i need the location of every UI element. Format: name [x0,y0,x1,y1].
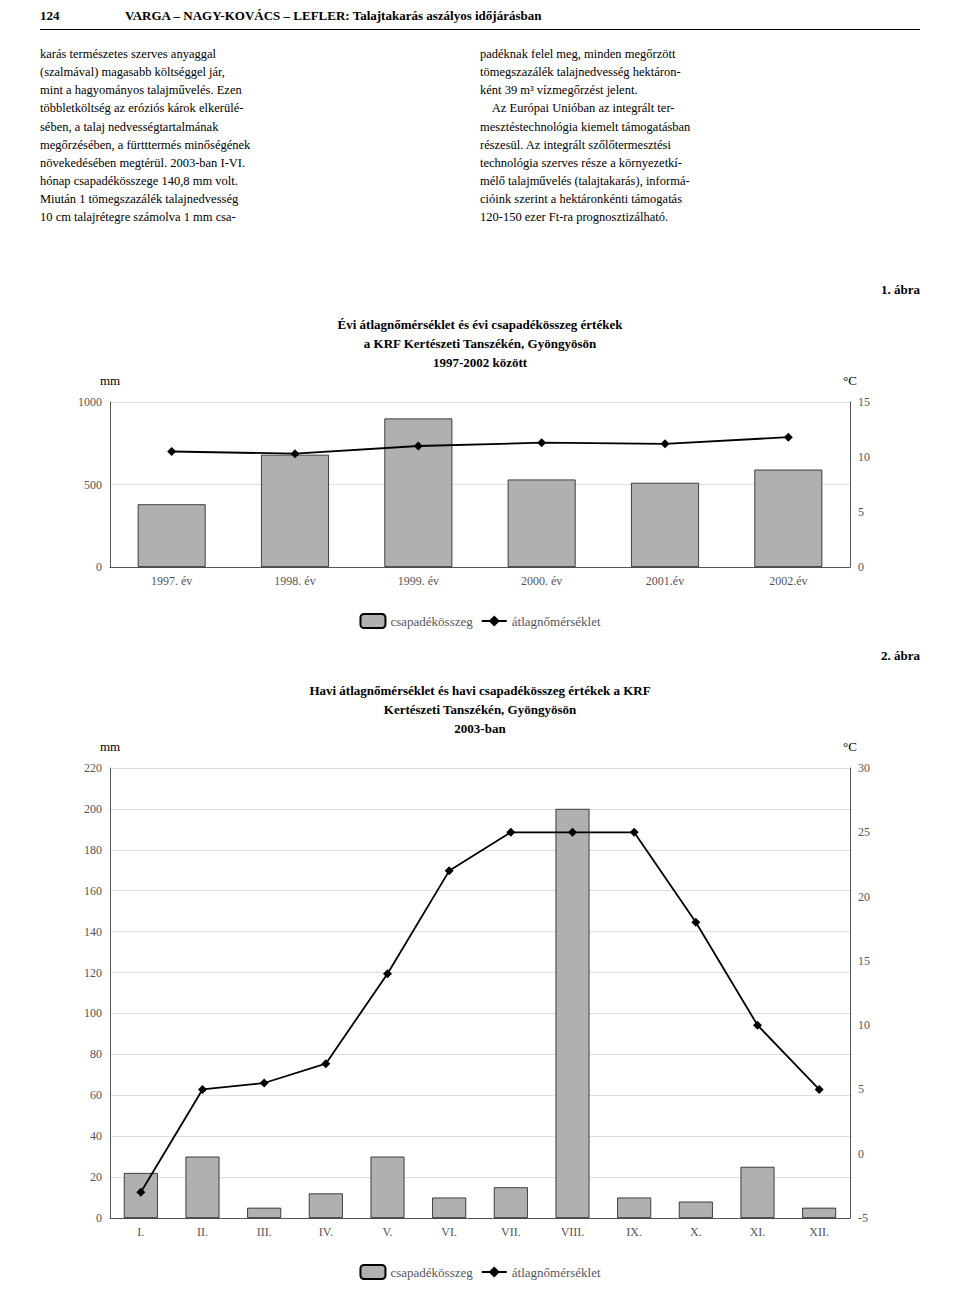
html-text:VARGA – NAGY-KOVÁCS – LEFLER:: VARGA – NAGY-KOVÁCS – LEFLER: Talajtakar… [125,8,542,23]
svg-text:25: 25 [858,825,870,839]
svg-text:1997-2002 között: 1997-2002 között [433,355,528,370]
html-text:padéknak felel meg, minden meg: padéknak felel meg, minden megőrzött töm… [480,47,691,225]
svg-text:X.: X. [690,1225,702,1239]
svg-text:0: 0 [96,560,102,574]
svg-text:1998. év: 1998. év [274,574,315,588]
svg-text:40: 40 [90,1129,102,1143]
svg-text:120: 120 [84,966,102,980]
svg-text:30: 30 [858,761,870,775]
svg-text:Havi átlagnőmérséklet és havi: Havi átlagnőmérséklet és havi csapadékös… [309,683,650,698]
html-text:124: 124 [40,8,60,23]
svg-text:átlagnőmérséklet: átlagnőmérséklet [512,614,601,629]
html-text:2. ábra: 2. ábra [881,648,920,663]
svg-text:II.: II. [197,1225,208,1239]
svg-text:60: 60 [90,1088,102,1102]
svg-text:10: 10 [858,1018,870,1032]
svg-text:20: 20 [90,1170,102,1184]
svg-text:220: 220 [84,761,102,775]
svg-text:200: 200 [84,802,102,816]
svg-text:VII.: VII. [501,1225,521,1239]
svg-text:0: 0 [858,560,864,574]
svg-text:180: 180 [84,843,102,857]
html-text:1. ábra: 1. ábra [881,282,920,297]
svg-text:2000. év: 2000. év [521,574,562,588]
svg-text:140: 140 [84,925,102,939]
svg-text:80: 80 [90,1047,102,1061]
svg-text:IX.: IX. [626,1225,642,1239]
svg-text:5: 5 [858,1082,864,1096]
svg-text:2003-ban: 2003-ban [454,721,506,736]
svg-text:2002.év: 2002.év [769,574,807,588]
svg-text:csapadékösszeg: csapadékösszeg [390,1265,473,1280]
svg-text:VI.: VI. [441,1225,457,1239]
svg-text:100: 100 [84,1006,102,1020]
svg-text:2001.év: 2001.év [646,574,684,588]
svg-text:20: 20 [858,890,870,904]
svg-text:a KRF Kertészeti Tanszékén, Gy: a KRF Kertészeti Tanszékén, Gyöngyösön [364,336,597,351]
svg-text:160: 160 [84,884,102,898]
svg-text:15: 15 [858,954,870,968]
svg-text:mm: mm [100,373,120,388]
svg-text:XI.: XI. [750,1225,766,1239]
svg-text:VIII.: VIII. [561,1225,585,1239]
svg-text:V.: V. [382,1225,392,1239]
svg-text:0: 0 [96,1211,102,1225]
svg-text:500: 500 [84,478,102,492]
svg-text:10: 10 [858,450,870,464]
svg-text:-5: -5 [858,1211,868,1225]
svg-text:15: 15 [858,395,870,409]
html-text:karás természetes szerves anya: karás természetes szerves anyaggal (szal… [40,47,251,225]
svg-text:átlagnőmérséklet: átlagnőmérséklet [512,1265,601,1280]
svg-text:1999. év: 1999. év [398,574,439,588]
svg-text:1997. év: 1997. év [151,574,192,588]
svg-text:III.: III. [257,1225,272,1239]
svg-text:I.: I. [137,1225,144,1239]
svg-text:Kertészeti Tanszékén, Gyöngyös: Kertészeti Tanszékén, Gyöngyösön [384,702,577,717]
svg-text:XII.: XII. [809,1225,829,1239]
svg-text:mm: mm [100,739,120,754]
svg-text:0: 0 [858,1147,864,1161]
svg-text:°C: °C [843,373,857,388]
svg-text:1000: 1000 [78,395,102,409]
svg-text:csapadékösszeg: csapadékösszeg [390,614,473,629]
svg-text:Évi átlagnőmérséklet és évi cs: Évi átlagnőmérséklet és évi csapadékössz… [338,317,624,332]
svg-text:5: 5 [858,505,864,519]
svg-text:IV.: IV. [319,1225,333,1239]
svg-text:°C: °C [843,739,857,754]
